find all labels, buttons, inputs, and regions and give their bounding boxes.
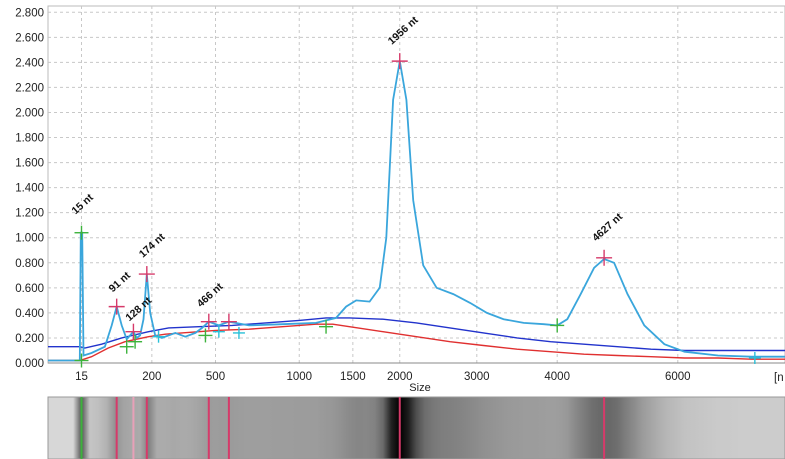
y-tick-label: 1.000 [15, 233, 44, 245]
x-tick-label: 200 [142, 371, 161, 383]
y-tick-label: 0.200 [15, 333, 44, 345]
y-tick-label: 1.200 [15, 208, 44, 220]
x-tick-label: 4000 [544, 371, 570, 383]
y-tick-label: 0.600 [15, 283, 44, 295]
y-tick-labels: 0.000 0.200 0.400 0.600 0.800 1.000 1.200 1.400… [15, 7, 44, 370]
peak-markers [74, 53, 761, 368]
grid-lines [47, 5, 785, 364]
x-tick-labels: 15 200 500 1000 1500 2000 3000 4000 6000 [75, 371, 690, 383]
y-tick-label: 2.200 [15, 82, 44, 94]
gel-image [47, 396, 785, 459]
lower-baseline [48, 323, 785, 362]
y-tick-label: 2.800 [15, 7, 44, 19]
gel-border [47, 396, 785, 459]
x-tick-label: 1500 [340, 371, 366, 383]
y-tick-label: 2.000 [15, 107, 44, 119]
x-axis-unit: [n [774, 372, 784, 384]
x-tick-label: 3000 [464, 371, 490, 383]
y-tick-label: 0.800 [15, 258, 44, 270]
x-tick-label: 15 [75, 371, 88, 383]
x-tick-label: 6000 [665, 371, 691, 383]
plot-area [47, 5, 785, 364]
gel-lane [48, 397, 785, 459]
x-tick-label: 500 [206, 371, 225, 383]
y-tick-label: 1.800 [15, 133, 44, 145]
y-tick-label: 1.600 [15, 158, 44, 170]
y-tick-label: 0.000 [15, 358, 44, 370]
y-tick-label: 2.600 [15, 32, 44, 44]
x-tick-label: 1000 [286, 371, 312, 383]
y-tick-label: 2.400 [15, 57, 44, 69]
x-tick-label: 2000 [387, 371, 413, 383]
x-axis-title: Size [409, 382, 430, 394]
y-tick-label: 1.400 [15, 183, 44, 195]
y-tick-label: 0.400 [15, 308, 44, 320]
